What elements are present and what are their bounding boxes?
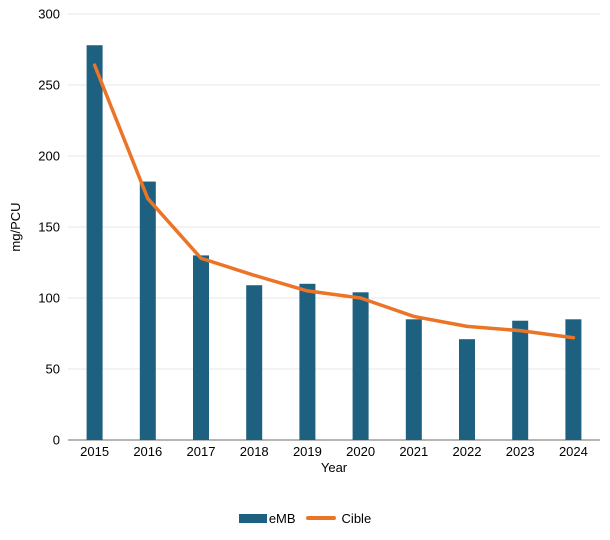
y-tick-label-150: 150 (38, 220, 60, 235)
x-tick-label-2016: 2016 (133, 444, 162, 459)
emb-bar-swatch (238, 513, 267, 523)
x-axis-tick-labels: 2015 2016 2017 2018 2019 2020 2021 2022 2023 2024 (80, 444, 588, 459)
y-tick-label-200: 200 (38, 149, 60, 164)
x-tick-label-2019: 2019 (293, 444, 322, 459)
bar-2020 (352, 292, 369, 440)
y-tick-label-100: 100 (38, 291, 60, 306)
x-tick-label-2018: 2018 (240, 444, 269, 459)
bar-2024 (565, 319, 582, 440)
bar-2017 (193, 255, 209, 440)
y-tick-label-300: 300 (38, 7, 60, 22)
x-tick-label-2015: 2015 (80, 444, 109, 459)
legend-label-cible: Cible (341, 510, 372, 526)
bar-2018 (246, 285, 263, 440)
legend-item-emb: eMB (238, 510, 296, 526)
legend: eMB Cible (0, 509, 610, 527)
bar-2015 (86, 45, 103, 441)
x-tick-label-2021: 2021 (399, 444, 428, 459)
legend-label-emb: eMB (268, 510, 296, 526)
target-line-cible (92, 63, 576, 340)
y-tick-label-250: 250 (38, 78, 60, 93)
x-tick-label-2024: 2024 (559, 444, 588, 459)
x-tick-label-2023: 2023 (506, 444, 535, 459)
y-axis-tick-labels: 0 50 100 150 200 250 300 (38, 7, 60, 448)
cible-line-swatch (305, 516, 336, 520)
bar-2023 (512, 320, 529, 440)
x-tick-label-2017: 2017 (187, 444, 216, 459)
x-axis-title: Year (321, 460, 348, 475)
bar-2019 (299, 283, 316, 440)
gridlines (68, 13, 600, 441)
bar-2022 (459, 339, 475, 440)
bar-2021 (405, 319, 422, 440)
bar-2016 (139, 181, 156, 440)
x-tick-label-2020: 2020 (346, 444, 375, 459)
x-tick-label-2022: 2022 (453, 444, 482, 459)
legend-item-cible: Cible (305, 510, 372, 526)
y-tick-label-50: 50 (46, 362, 60, 377)
y-tick-label-0: 0 (53, 433, 60, 448)
y-axis-title: mg/PCU (8, 202, 23, 251)
bar-series-emb (86, 45, 582, 441)
